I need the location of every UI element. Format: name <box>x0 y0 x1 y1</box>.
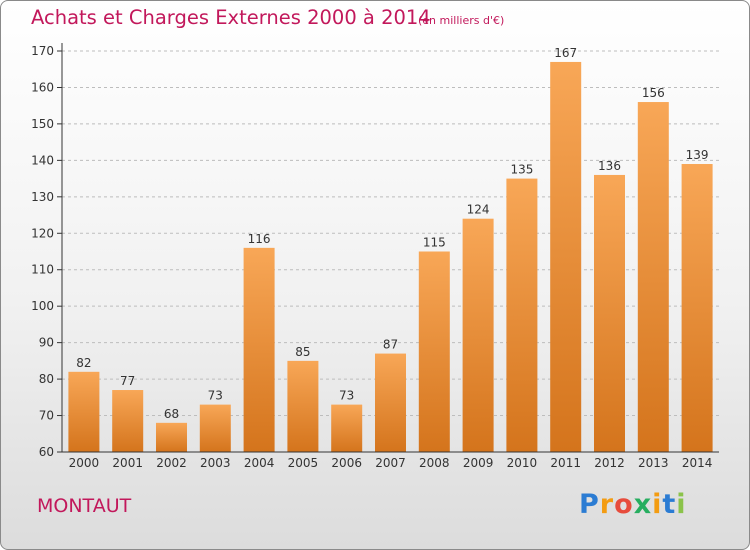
logo-letter: x <box>633 489 653 520</box>
bar-2010 <box>506 178 538 452</box>
y-tick-label: 170 <box>31 44 54 58</box>
logo-letter: i <box>676 489 687 520</box>
data-label: 124 <box>467 203 490 217</box>
y-tick-label: 70 <box>39 409 54 423</box>
y-tick-label: 100 <box>31 299 54 313</box>
bar-2003 <box>199 404 231 452</box>
chart-subtitle: (en milliers d'€) <box>418 14 505 27</box>
bar-2012 <box>594 174 625 453</box>
x-tick-label: 2002 <box>156 456 187 470</box>
chart-title: Achats et Charges Externes 2000 à 2014 <box>31 6 431 29</box>
logo-letter: P <box>579 489 600 520</box>
bar-2001 <box>112 390 144 452</box>
x-tick-label: 2014 <box>682 456 713 470</box>
data-label: 68 <box>164 407 179 421</box>
logo-letter: i <box>652 489 663 520</box>
x-tick-label: 2006 <box>331 456 362 470</box>
bars: 82 77 68 73 116 85 73 87 115 124 135 167 136 156 139 <box>68 46 713 453</box>
bar-2014 <box>681 164 713 452</box>
y-tick-label: 60 <box>39 445 54 459</box>
x-tick-label: 2011 <box>550 456 581 470</box>
data-label: 139 <box>686 148 709 162</box>
bar-2011 <box>550 61 582 452</box>
data-label: 115 <box>423 236 446 250</box>
data-label: 167 <box>554 46 577 60</box>
y-tick-label: 90 <box>39 336 54 350</box>
bar-2008 <box>418 251 450 452</box>
x-tick-label: 2001 <box>112 456 143 470</box>
data-label: 73 <box>208 389 223 403</box>
y-tick-label: 140 <box>31 153 54 167</box>
x-tick-label: 2013 <box>638 456 669 470</box>
data-label: 116 <box>248 232 271 246</box>
x-tick-label: 2012 <box>594 456 625 470</box>
bar-2004 <box>243 247 275 452</box>
x-tick-label: 2003 <box>200 456 231 470</box>
x-tick-label: 2009 <box>463 456 494 470</box>
data-label: 136 <box>598 159 621 173</box>
data-label: 73 <box>339 389 354 403</box>
logo-letter: t <box>662 489 677 520</box>
x-tick-label: 2005 <box>288 456 319 470</box>
bar-2007 <box>375 353 406 452</box>
logo-letter: r <box>599 489 615 520</box>
bar-2009 <box>462 218 494 452</box>
data-label: 82 <box>76 356 91 370</box>
y-tick-label: 80 <box>39 372 54 386</box>
y-tick-label: 150 <box>31 117 54 131</box>
y-tick-label: 160 <box>31 80 54 94</box>
bar-2013 <box>637 102 669 452</box>
x-tick-label: 2010 <box>507 456 538 470</box>
proxiti-logo[interactable]: Proxiti <box>579 489 687 520</box>
bar-2006 <box>331 404 363 452</box>
bar-2002 <box>156 422 187 452</box>
x-tick-label: 2000 <box>69 456 100 470</box>
bar-2000 <box>68 371 100 452</box>
y-tick-label: 110 <box>31 263 54 277</box>
data-label: 156 <box>642 86 665 100</box>
x-tick-label: 2008 <box>419 456 450 470</box>
y-tick-label: 120 <box>31 226 54 240</box>
bar-2005 <box>287 360 319 452</box>
axes: 60 70 80 90 100 110 120 130 140 150 160 170 2000 2001… <box>31 43 719 470</box>
data-label: 135 <box>510 163 533 177</box>
commune-name: MONTAUT <box>37 495 132 517</box>
data-label: 85 <box>295 345 310 359</box>
x-tick-label: 2007 <box>375 456 406 470</box>
y-tick-label: 130 <box>31 190 54 204</box>
logo-letter: o <box>614 489 634 520</box>
data-label: 77 <box>120 374 135 388</box>
x-tick-label: 2004 <box>244 456 275 470</box>
data-label: 87 <box>383 338 398 352</box>
